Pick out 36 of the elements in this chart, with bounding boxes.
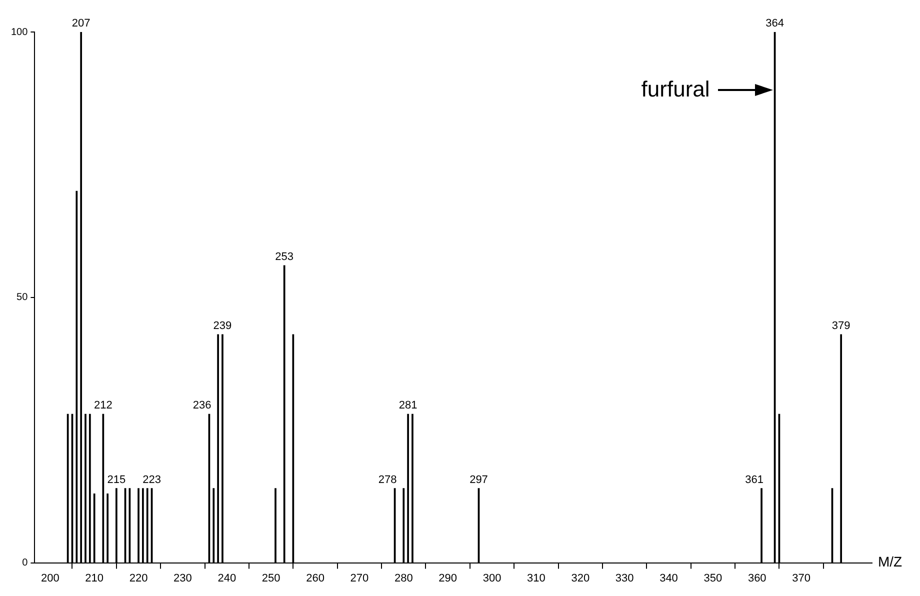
x-tick-label: 220 (129, 572, 148, 584)
x-tick-label: 260 (306, 572, 324, 584)
x-tick-label: 330 (615, 572, 634, 584)
y-tick-label: 0 (22, 558, 28, 569)
y-tick-label: 50 (16, 292, 28, 304)
annotation: 278 (378, 474, 397, 486)
annotation: 215 (107, 474, 126, 486)
x-tick-label: 210 (85, 572, 104, 584)
x-tick-label: 270 (350, 572, 369, 584)
x-tick-label: 290 (438, 572, 457, 584)
x-tick-label: 370 (792, 572, 810, 584)
annotation: 239 (213, 320, 232, 332)
x-tick-label: 250 (262, 572, 280, 584)
x-tick-label: 300 (482, 572, 502, 584)
y-tick-label: 100 (10, 26, 28, 38)
x-axis-title: M/Z (878, 554, 903, 570)
x-tick-label: 320 (571, 572, 590, 584)
annotation: 253 (275, 251, 294, 264)
x-tick-label: 230 (174, 572, 192, 584)
annotation: 212 (94, 400, 112, 412)
annotation: 297 (470, 474, 488, 486)
annotation: 379 (832, 320, 850, 332)
annotation: 364 (766, 18, 784, 30)
x-tick-label: 310 (527, 572, 546, 584)
annotation: 207 (72, 18, 90, 30)
annotation: 223 (142, 474, 161, 486)
x-tick-label: 200 (40, 572, 60, 584)
annotation: 361 (745, 474, 764, 486)
x-tick-label: 360 (748, 572, 766, 584)
annotation: 281 (398, 400, 418, 412)
x-tick-label: 240 (218, 572, 236, 584)
annotation: furfural (641, 76, 710, 102)
x-tick-label: 350 (704, 572, 722, 584)
annotation: 236 (192, 400, 212, 412)
x-tick-label: 280 (394, 572, 413, 584)
x-tick-label: 340 (660, 572, 678, 584)
